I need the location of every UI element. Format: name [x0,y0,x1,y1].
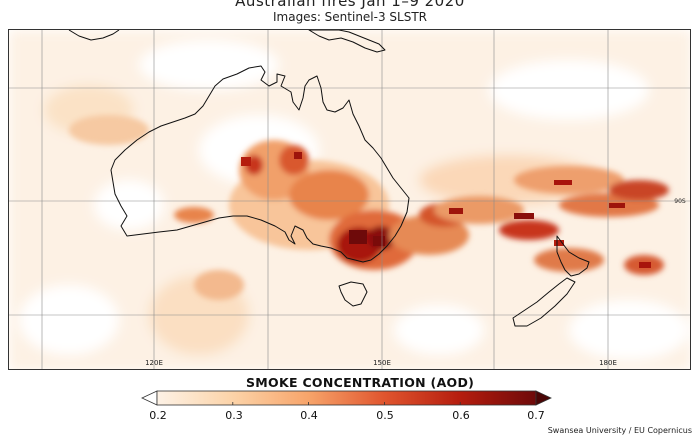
smoke-map: 120E 150E 180E 90S [8,29,691,370]
australia-coastline [110,65,410,263]
colorbar-tick-0: 0.2 [149,409,167,422]
new-guinea-coastline [308,30,386,53]
colorbar-tick-1: 0.3 [225,409,243,422]
lon-label-150: 150E [373,359,391,367]
map-title: Australian fires Jan 1–9 2020 [235,0,465,10]
credit-text: Swansea University / EU Copernicus [547,426,692,435]
smoke-plumes [69,115,669,300]
coastlines [68,30,590,327]
colorbar-over-arrow [535,390,552,406]
colorbar-tick-5: 0.7 [527,409,545,422]
colorbar-tick-3: 0.5 [376,409,394,422]
new-zealand-north [556,235,590,277]
map-subtitle: Images: Sentinel-3 SLSTR [272,10,428,24]
colorbar-tick-4: 0.6 [452,409,470,422]
lon-label-120: 120E [145,359,163,367]
graticule [9,30,690,369]
legend-title: SMOKE CONCENTRATION (AOD) [246,375,475,390]
tasmania-coastline [338,281,368,307]
colorbar-gradient [156,390,537,406]
colorbar [141,390,552,406]
island-coastline [68,30,120,41]
lon-label-180: 180E [599,359,617,367]
colorbar-under-arrow [141,390,158,406]
colorbar-tick-2: 0.4 [300,409,318,422]
new-zealand-south [512,277,576,327]
fire-hotspots [241,152,651,268]
lat-label: 90S [674,198,686,205]
